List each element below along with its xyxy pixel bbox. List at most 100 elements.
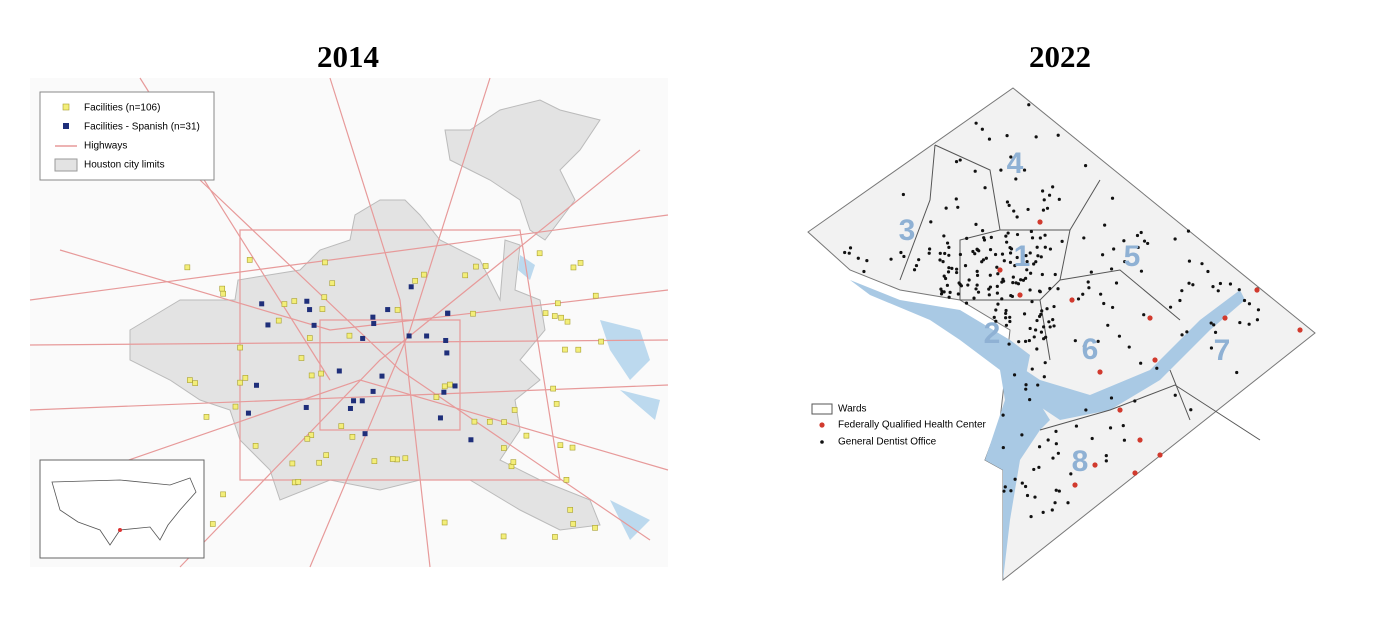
dentist-office (995, 284, 999, 288)
ward-label: 5 (1124, 240, 1141, 273)
facility-spanish (445, 310, 451, 316)
facility-spanish (452, 383, 458, 389)
dentist-office (1173, 237, 1177, 241)
highways (29, 77, 669, 568)
dentist-office (1045, 307, 1049, 311)
dentist-office (974, 222, 978, 226)
facility-points (184, 250, 604, 540)
dentist-office (973, 169, 977, 173)
facility (318, 370, 324, 377)
dentist-office (1001, 445, 1005, 450)
dentist-office (982, 236, 986, 240)
ward-label: 4 (1007, 147, 1024, 180)
facility (237, 344, 243, 351)
dentist-office (1087, 286, 1091, 290)
dentist-office (1074, 424, 1079, 428)
dentist-office (947, 245, 951, 249)
facility (371, 458, 378, 464)
dentist-office (1016, 282, 1021, 286)
facility (500, 533, 507, 540)
dentist-office (1054, 442, 1058, 446)
facility-spanish (347, 405, 353, 411)
facility (550, 385, 556, 392)
dentist-office (1051, 456, 1055, 460)
dentist-office (945, 241, 950, 245)
dentist-office (1139, 230, 1143, 235)
dentist-office (1109, 267, 1114, 271)
dentist-office (975, 269, 979, 273)
legend-label: Houston city limits (84, 160, 165, 171)
dentist-office (959, 284, 964, 288)
facility (308, 372, 315, 379)
facility (542, 310, 549, 316)
dentist-office (1212, 323, 1216, 327)
dentist-office (1004, 311, 1008, 316)
dentist-office (1228, 282, 1233, 286)
water (518, 255, 660, 540)
dentist-office (1043, 233, 1047, 237)
dentist-office (977, 249, 981, 253)
dentist-office (1060, 239, 1064, 243)
highway (99, 379, 669, 471)
facility-spanish (311, 322, 317, 328)
facility (306, 335, 313, 341)
dentist-office (976, 290, 981, 294)
facility (316, 459, 322, 466)
dentist-office (994, 319, 998, 323)
facility (501, 445, 507, 451)
facility (447, 381, 453, 388)
legend-symbol (819, 422, 825, 428)
facility-spanish (259, 301, 265, 307)
facility (237, 379, 243, 386)
dentist-office (956, 205, 960, 209)
dentist-office (1030, 367, 1034, 371)
dentist-office (1020, 433, 1024, 437)
dentist-office (1082, 344, 1086, 348)
ward-label: 6 (1082, 333, 1099, 366)
dentist-office (1042, 337, 1046, 341)
dentist-office (1142, 313, 1146, 317)
dentist-office (1040, 272, 1044, 277)
facility (564, 318, 571, 325)
dentist-office (1083, 164, 1088, 168)
legend-label: Wards (838, 404, 867, 415)
health-center (1152, 357, 1158, 363)
dentist-office (1073, 339, 1077, 343)
dentist-office (1021, 278, 1026, 282)
health-center (1069, 297, 1075, 303)
facility (252, 443, 259, 449)
dentist-office (1015, 232, 1020, 237)
dentist-office (981, 258, 986, 262)
dentist-office (1028, 326, 1032, 331)
facility (242, 375, 249, 381)
facility (523, 432, 530, 439)
dentist-office (947, 253, 951, 257)
dentist-office (956, 292, 960, 296)
facility (281, 301, 288, 307)
dentist-office (1035, 347, 1039, 351)
dentist-office (1054, 429, 1058, 433)
dentist-office (1028, 398, 1032, 402)
dentist-office (1015, 215, 1019, 219)
highway (309, 77, 491, 568)
facility (567, 507, 574, 513)
dentist-office (912, 268, 917, 272)
dentist-office (1030, 236, 1035, 240)
dentist-office (942, 234, 946, 238)
dentist-office (1178, 298, 1182, 303)
dentist-office (901, 192, 905, 197)
facility (592, 525, 598, 531)
dentist-office (1001, 413, 1005, 417)
dentist-office (1053, 501, 1057, 505)
facility (389, 456, 396, 462)
highway (239, 229, 561, 481)
dentist-office (1096, 339, 1100, 344)
dentist-office (1168, 305, 1173, 309)
dentist-office (1042, 198, 1046, 202)
facility (275, 317, 282, 324)
dentist-office (1053, 272, 1057, 277)
dentist-office (950, 266, 954, 271)
dentist-office (987, 287, 991, 291)
legend-label: Facilities (n=106) (84, 103, 160, 114)
